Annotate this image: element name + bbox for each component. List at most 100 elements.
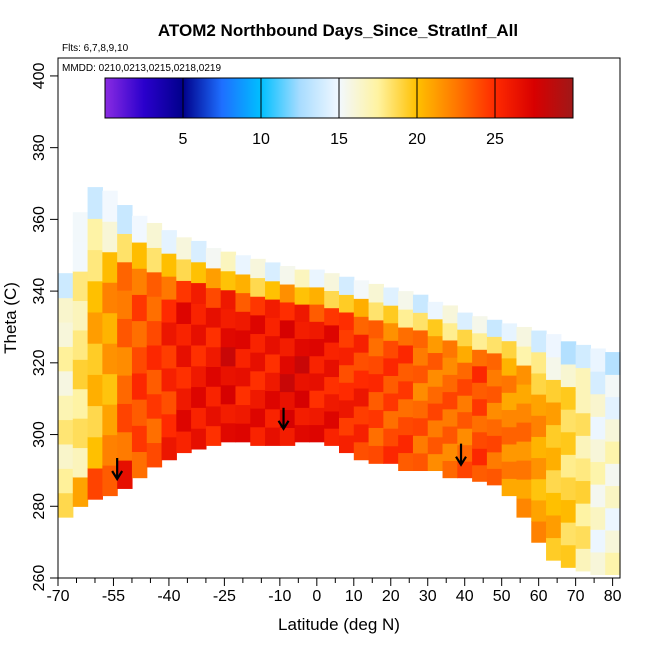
heatmap-cell: [560, 544, 577, 568]
heatmap-column: [250, 258, 266, 446]
heatmap-cell: [442, 322, 458, 341]
y-tick-label: 300: [31, 421, 48, 448]
heatmap-cell: [575, 344, 592, 369]
heatmap-cell: [265, 408, 281, 428]
heatmap-cell: [575, 480, 592, 504]
heatmap-cell: [501, 392, 518, 411]
heatmap-cell: [161, 276, 177, 300]
heatmap-cell: [546, 334, 562, 358]
heatmap-cell: [472, 448, 488, 466]
heatmap-cell: [472, 365, 488, 383]
heatmap-cell: [368, 319, 384, 339]
heatmap-cell: [501, 478, 518, 497]
heatmap-cell: [442, 391, 458, 410]
heatmap-cell: [87, 436, 103, 469]
heatmap-cell: [442, 460, 458, 479]
heatmap-column: [102, 190, 118, 497]
heatmap-cell: [309, 407, 325, 426]
heatmap-cell: [531, 351, 547, 374]
heatmap-column: [87, 187, 103, 500]
heatmap-cell: [605, 552, 621, 576]
heatmap-cell: [294, 269, 311, 288]
heatmap-cell: [220, 422, 237, 443]
heatmap-cell: [501, 357, 518, 376]
heatmap-cell: [575, 525, 592, 549]
heatmap-cell: [191, 344, 207, 367]
x-axis-label: Latitude (deg N): [278, 615, 400, 634]
x-tick-label: 70: [567, 588, 585, 605]
heatmap-cell: [161, 367, 177, 392]
heatmap-cell: [131, 215, 148, 243]
heatmap-column: [220, 251, 237, 443]
heatmap-cell: [146, 393, 163, 419]
heatmap-cell: [412, 347, 429, 366]
heatmap-cell: [235, 385, 251, 406]
y-tick-label: 320: [31, 349, 48, 376]
heatmap-cell: [235, 423, 251, 443]
heatmap-cell: [309, 338, 325, 357]
heatmap-cell: [546, 537, 562, 561]
heatmap-cell: [339, 434, 355, 454]
heatmap-cell: [191, 365, 207, 388]
heatmap-cell: [605, 529, 621, 553]
heatmap-cell: [220, 365, 237, 386]
colorbar-tick-label: 15: [330, 131, 348, 148]
colorbar-tick-label: 10: [252, 131, 270, 148]
heatmap-cell: [427, 369, 444, 387]
heatmap-cell: [546, 379, 562, 403]
heatmap-cell: [161, 413, 177, 438]
heatmap-cell: [427, 386, 444, 404]
heatmap-cell: [560, 499, 577, 523]
heatmap-cell: [472, 316, 488, 334]
heatmap-cell: [102, 282, 118, 314]
heatmap-cell: [590, 506, 606, 530]
heatmap-column: [265, 262, 281, 446]
heatmap-cell: [72, 447, 89, 478]
heatmap-cell: [368, 427, 384, 446]
heatmap-cell: [546, 424, 562, 448]
heatmap-cell: [501, 409, 518, 428]
heatmap-cell: [324, 410, 340, 429]
heatmap-cell: [146, 247, 163, 273]
heatmap-column: [146, 222, 163, 468]
x-tick-label: -70: [46, 588, 69, 605]
heatmap-cell: [605, 507, 621, 531]
heatmap-cell: [560, 454, 577, 478]
heatmap-cell: [324, 307, 340, 326]
y-tick-label: 340: [31, 278, 48, 305]
heatmap-cell: [353, 370, 370, 389]
heatmap-column: [560, 341, 577, 568]
heatmap-cell: [383, 305, 399, 324]
heatmap-cell: [279, 301, 296, 321]
heatmap-cell: [220, 403, 237, 424]
heatmap-cell: [176, 301, 192, 324]
heatmap-cell: [265, 372, 281, 392]
heatmap-cell: [309, 286, 325, 305]
heatmap-cell: [161, 436, 177, 461]
heatmap-cell: [102, 434, 118, 466]
heatmap-cell: [117, 205, 133, 234]
heatmap-cell: [324, 273, 340, 291]
heatmap-cell: [294, 321, 311, 340]
x-tick-label: 0: [312, 588, 321, 605]
heatmap-cell: [265, 390, 281, 410]
heatmap-cell: [205, 386, 222, 407]
heatmap-cell: [205, 248, 222, 269]
heatmap-cell: [102, 404, 118, 436]
heatmap-cell: [205, 326, 222, 348]
arrow-markers: [111, 407, 467, 482]
heatmap-cell: [472, 332, 488, 350]
heatmap-cell: [294, 355, 311, 374]
heatmap-cell: [235, 329, 251, 350]
heatmap-cell: [590, 529, 606, 553]
heatmap-cell: [560, 386, 577, 410]
heatmap-cell: [117, 346, 133, 376]
heatmap-cell: [353, 441, 370, 461]
y-axis: 260 280 300 320 340 360 380 400: [31, 62, 58, 591]
y-tick-label: 380: [31, 134, 48, 161]
heatmap-cell: [472, 398, 488, 416]
x-tick-label: -25: [213, 588, 236, 605]
heatmap-column: [383, 287, 399, 464]
heatmap-cell: [87, 405, 103, 438]
heatmap-cell: [457, 345, 473, 363]
